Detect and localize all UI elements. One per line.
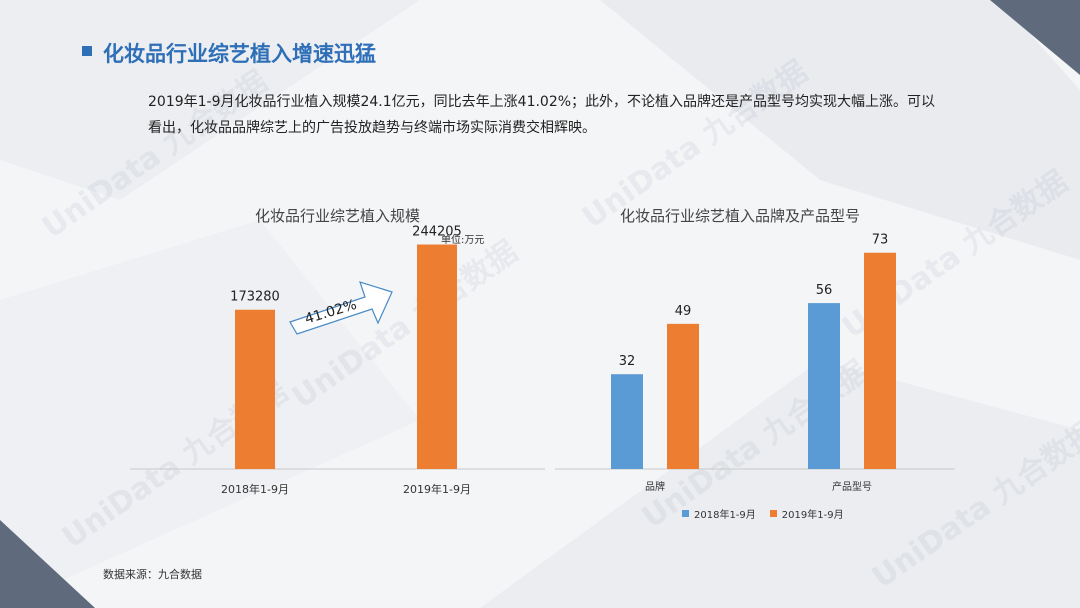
legend-item-2018: 2018年1-9月 (682, 506, 756, 521)
title-marker (82, 46, 92, 56)
chart2-data-label: 73 (872, 233, 889, 248)
chart1-tick-label: 2019年1-9月 (403, 482, 471, 496)
chart1-tick-label: 2018年1-9月 (221, 482, 289, 496)
chart1-bar (417, 244, 457, 469)
legend-swatch-2018 (682, 510, 689, 517)
growth-arrow (289, 281, 393, 335)
legend-label-2018: 2018年1-9月 (694, 510, 756, 521)
chart2-data-label: 56 (816, 283, 833, 298)
chart2-title: 化妆品行业综艺植入品牌及产品型号 (620, 207, 861, 225)
data-source: 数据来源：九合数据 (103, 568, 202, 581)
chart2-bar (667, 323, 699, 469)
chart1-bar (235, 309, 275, 469)
chart2-bar (864, 252, 896, 469)
legend-swatch-2019 (769, 510, 777, 517)
chart2-tick-label: 品牌 (645, 480, 665, 493)
chart2-bar (611, 374, 643, 469)
chart2-legend: 2018年1-9月 2019年1-9月 (682, 506, 844, 521)
chart2-tick-label: 产品型号 (832, 480, 872, 493)
chart1-unit-label: 单位:万元 (441, 235, 485, 246)
chart2-data-label: 49 (675, 304, 692, 319)
legend-item-2019: 2019年1-9月 (769, 506, 844, 521)
chart2-data-label: 32 (619, 354, 636, 369)
chart2-bar (808, 303, 840, 469)
intro-paragraph: 2019年1-9月化妆品行业植入规模24.1亿元，同比去年上涨41.02%；此外… (148, 94, 936, 136)
page-title: 化妆品行业综艺植入增速迅猛 (103, 42, 376, 66)
chart1-data-label: 244205 (412, 225, 462, 240)
legend-label-2019: 2019年1-9月 (781, 510, 844, 521)
chart1-title: 化妆品行业综艺植入规模 (255, 207, 421, 225)
chart1-data-label: 173280 (230, 290, 280, 305)
